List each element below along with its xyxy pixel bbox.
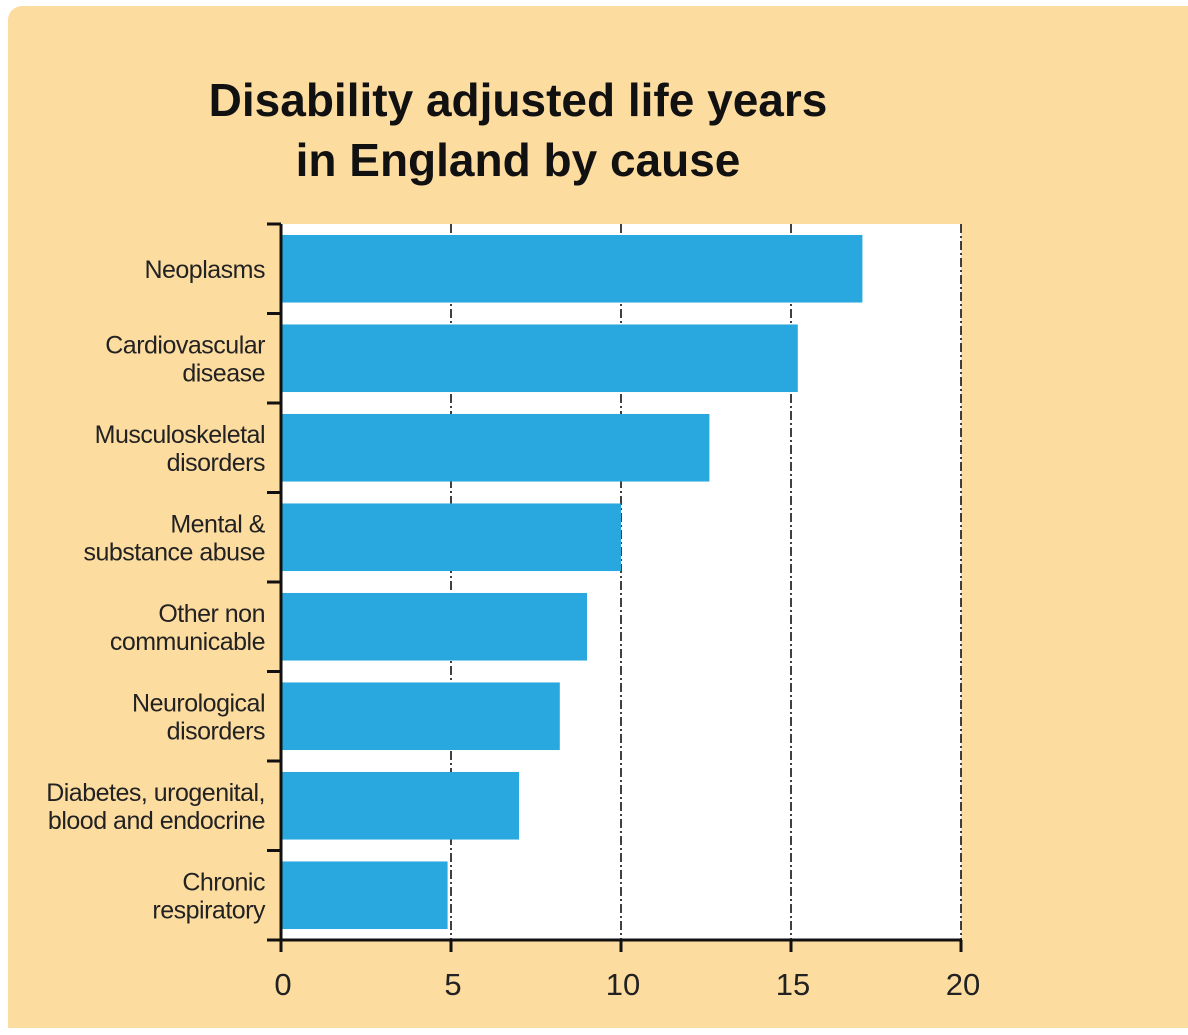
chart-title: Disability adjusted life years in Englan…: [0, 70, 1036, 190]
category-label: disorders: [167, 717, 265, 745]
bar: [281, 324, 798, 393]
category-label: respiratory: [152, 896, 266, 924]
x-tick-label: 0: [274, 967, 291, 1002]
category-label: Neoplasms: [144, 256, 265, 284]
bars: [281, 234, 863, 930]
category-label: Musculoskeletal: [95, 421, 265, 449]
category-label: Mental &: [170, 510, 265, 538]
bar: [281, 592, 587, 661]
category-label: Neurological: [132, 689, 265, 717]
x-tick-label: 10: [606, 967, 640, 1002]
x-tick-labels: 0 5 10 15 20: [274, 967, 980, 1002]
axes: [267, 222, 963, 952]
bar: [281, 413, 710, 482]
chart-title-line-2: in England by cause: [295, 134, 741, 186]
category-label: communicable: [110, 628, 265, 656]
category-label: Diabetes, urogenital,: [46, 779, 265, 807]
category-label: disease: [182, 359, 265, 387]
x-tick-label: 20: [946, 967, 980, 1002]
category-label: blood and endocrine: [48, 807, 265, 835]
category-label: substance abuse: [83, 538, 265, 566]
bar: [281, 234, 863, 303]
category-label: Chronic: [182, 868, 265, 896]
bar: [281, 771, 519, 840]
category-label: disorders: [167, 449, 265, 477]
category-label: Cardiovascular: [105, 331, 265, 359]
chart-title-line-1: Disability adjusted life years: [208, 74, 828, 126]
x-tick-label: 15: [776, 967, 810, 1002]
bar: [281, 682, 560, 751]
bar: [281, 861, 448, 930]
category-label: Other non: [158, 600, 265, 628]
bar: [281, 503, 621, 572]
x-tick-label: 5: [444, 967, 461, 1002]
